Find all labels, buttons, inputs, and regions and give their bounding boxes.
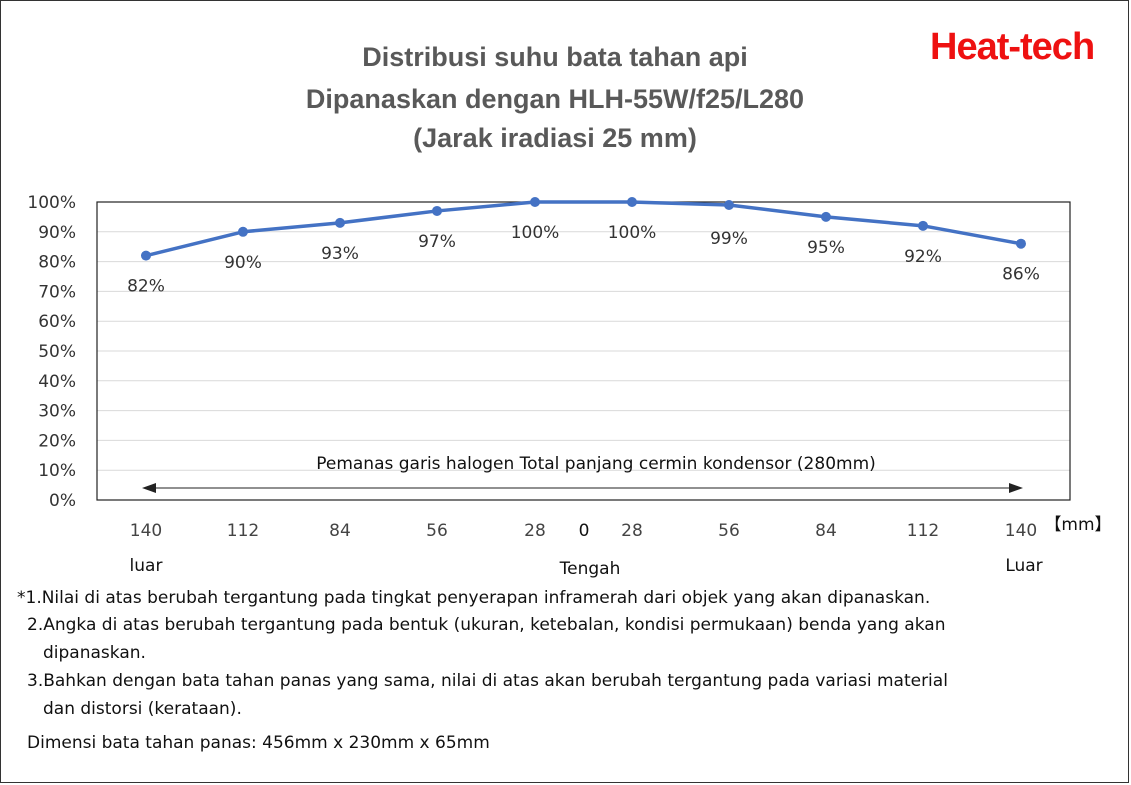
position-label-left: luar [130, 556, 163, 576]
y-tick-label: 10% [38, 461, 76, 481]
note-2: 2.Angka di atas berubah tergantung pada … [27, 615, 946, 635]
y-tick-label: 100% [27, 193, 76, 213]
note-3: 3.Bahkan dengan bata tahan panas yang sa… [27, 671, 948, 691]
note-2-cont: dipanaskan. [43, 643, 146, 663]
data-point [432, 205, 442, 216]
y-tick-label: 50% [38, 342, 76, 362]
x-tick-label: 56 [718, 521, 740, 541]
span-arrow-head-left [142, 483, 156, 493]
note-1: *1.Nilai di atas berubah tergantung pada… [17, 588, 931, 608]
x-tick-label: 28 [524, 521, 546, 541]
data-point [335, 217, 345, 228]
span-annotation: Pemanas garis halogen Total panjang cerm… [316, 454, 876, 474]
y-tick-label: 90% [38, 223, 76, 243]
data-label: 90% [224, 253, 262, 273]
data-label: 82% [127, 277, 165, 297]
data-point [1016, 238, 1026, 249]
note-dimensions: Dimensi bata tahan panas: 456mm x 230mm … [27, 733, 490, 753]
data-label: 99% [710, 229, 748, 249]
data-label: 97% [418, 232, 456, 252]
data-point [141, 250, 151, 261]
data-point [627, 197, 637, 207]
data-point [918, 220, 928, 231]
data-point [821, 211, 831, 222]
x-tick-label: 112 [907, 521, 939, 541]
data-label: 100% [511, 223, 560, 243]
x-tick-label: 140 [1005, 521, 1037, 541]
data-point [724, 199, 734, 210]
position-label-right: Luar [1005, 556, 1042, 576]
x-tick-label: 84 [815, 521, 837, 541]
x-unit-label: 【mm】 [1044, 515, 1111, 535]
chart-title-line2: Dipanaskan dengan HLH-55W/f25/L280 [305, 84, 805, 114]
y-tick-label: 20% [38, 431, 76, 451]
data-point [530, 197, 540, 207]
y-tick-label: 40% [38, 372, 76, 392]
position-label-center: Tengah [559, 559, 621, 579]
y-tick-label: 0% [49, 491, 76, 511]
y-tick-label: 70% [38, 282, 76, 302]
y-tick-label: 80% [38, 253, 76, 273]
span-arrow-head-right [1009, 483, 1023, 493]
x-tick-label: 28 [621, 521, 643, 541]
chart-title-line3: (Jarak iradiasi 25 mm) [413, 123, 697, 153]
data-label: 100% [608, 223, 657, 243]
brand-logo: Heat-tech [930, 26, 1095, 68]
note-3-cont: dan distorsi (kerataan). [43, 699, 242, 719]
data-label: 92% [904, 247, 942, 267]
x-tick-label: 112 [227, 521, 259, 541]
x-tick-label: 140 [130, 521, 162, 541]
data-point [238, 226, 248, 237]
data-label: 86% [1002, 265, 1040, 285]
x-tick-label: 56 [426, 521, 448, 541]
data-label: 95% [807, 238, 845, 258]
y-tick-label: 60% [38, 312, 76, 332]
series-line [145, 200, 1022, 258]
chart-title-line1: Distribusi suhu bata tahan api [362, 42, 748, 72]
x-center-tick: 0 [579, 521, 590, 541]
x-tick-label: 84 [329, 521, 351, 541]
y-tick-label: 30% [38, 402, 76, 422]
line-chart: 0% 10% 20% 30% 40% 50% 60% 70% 80% 90% 100% Pemanas… [27, 193, 1111, 579]
data-label: 93% [321, 244, 359, 264]
